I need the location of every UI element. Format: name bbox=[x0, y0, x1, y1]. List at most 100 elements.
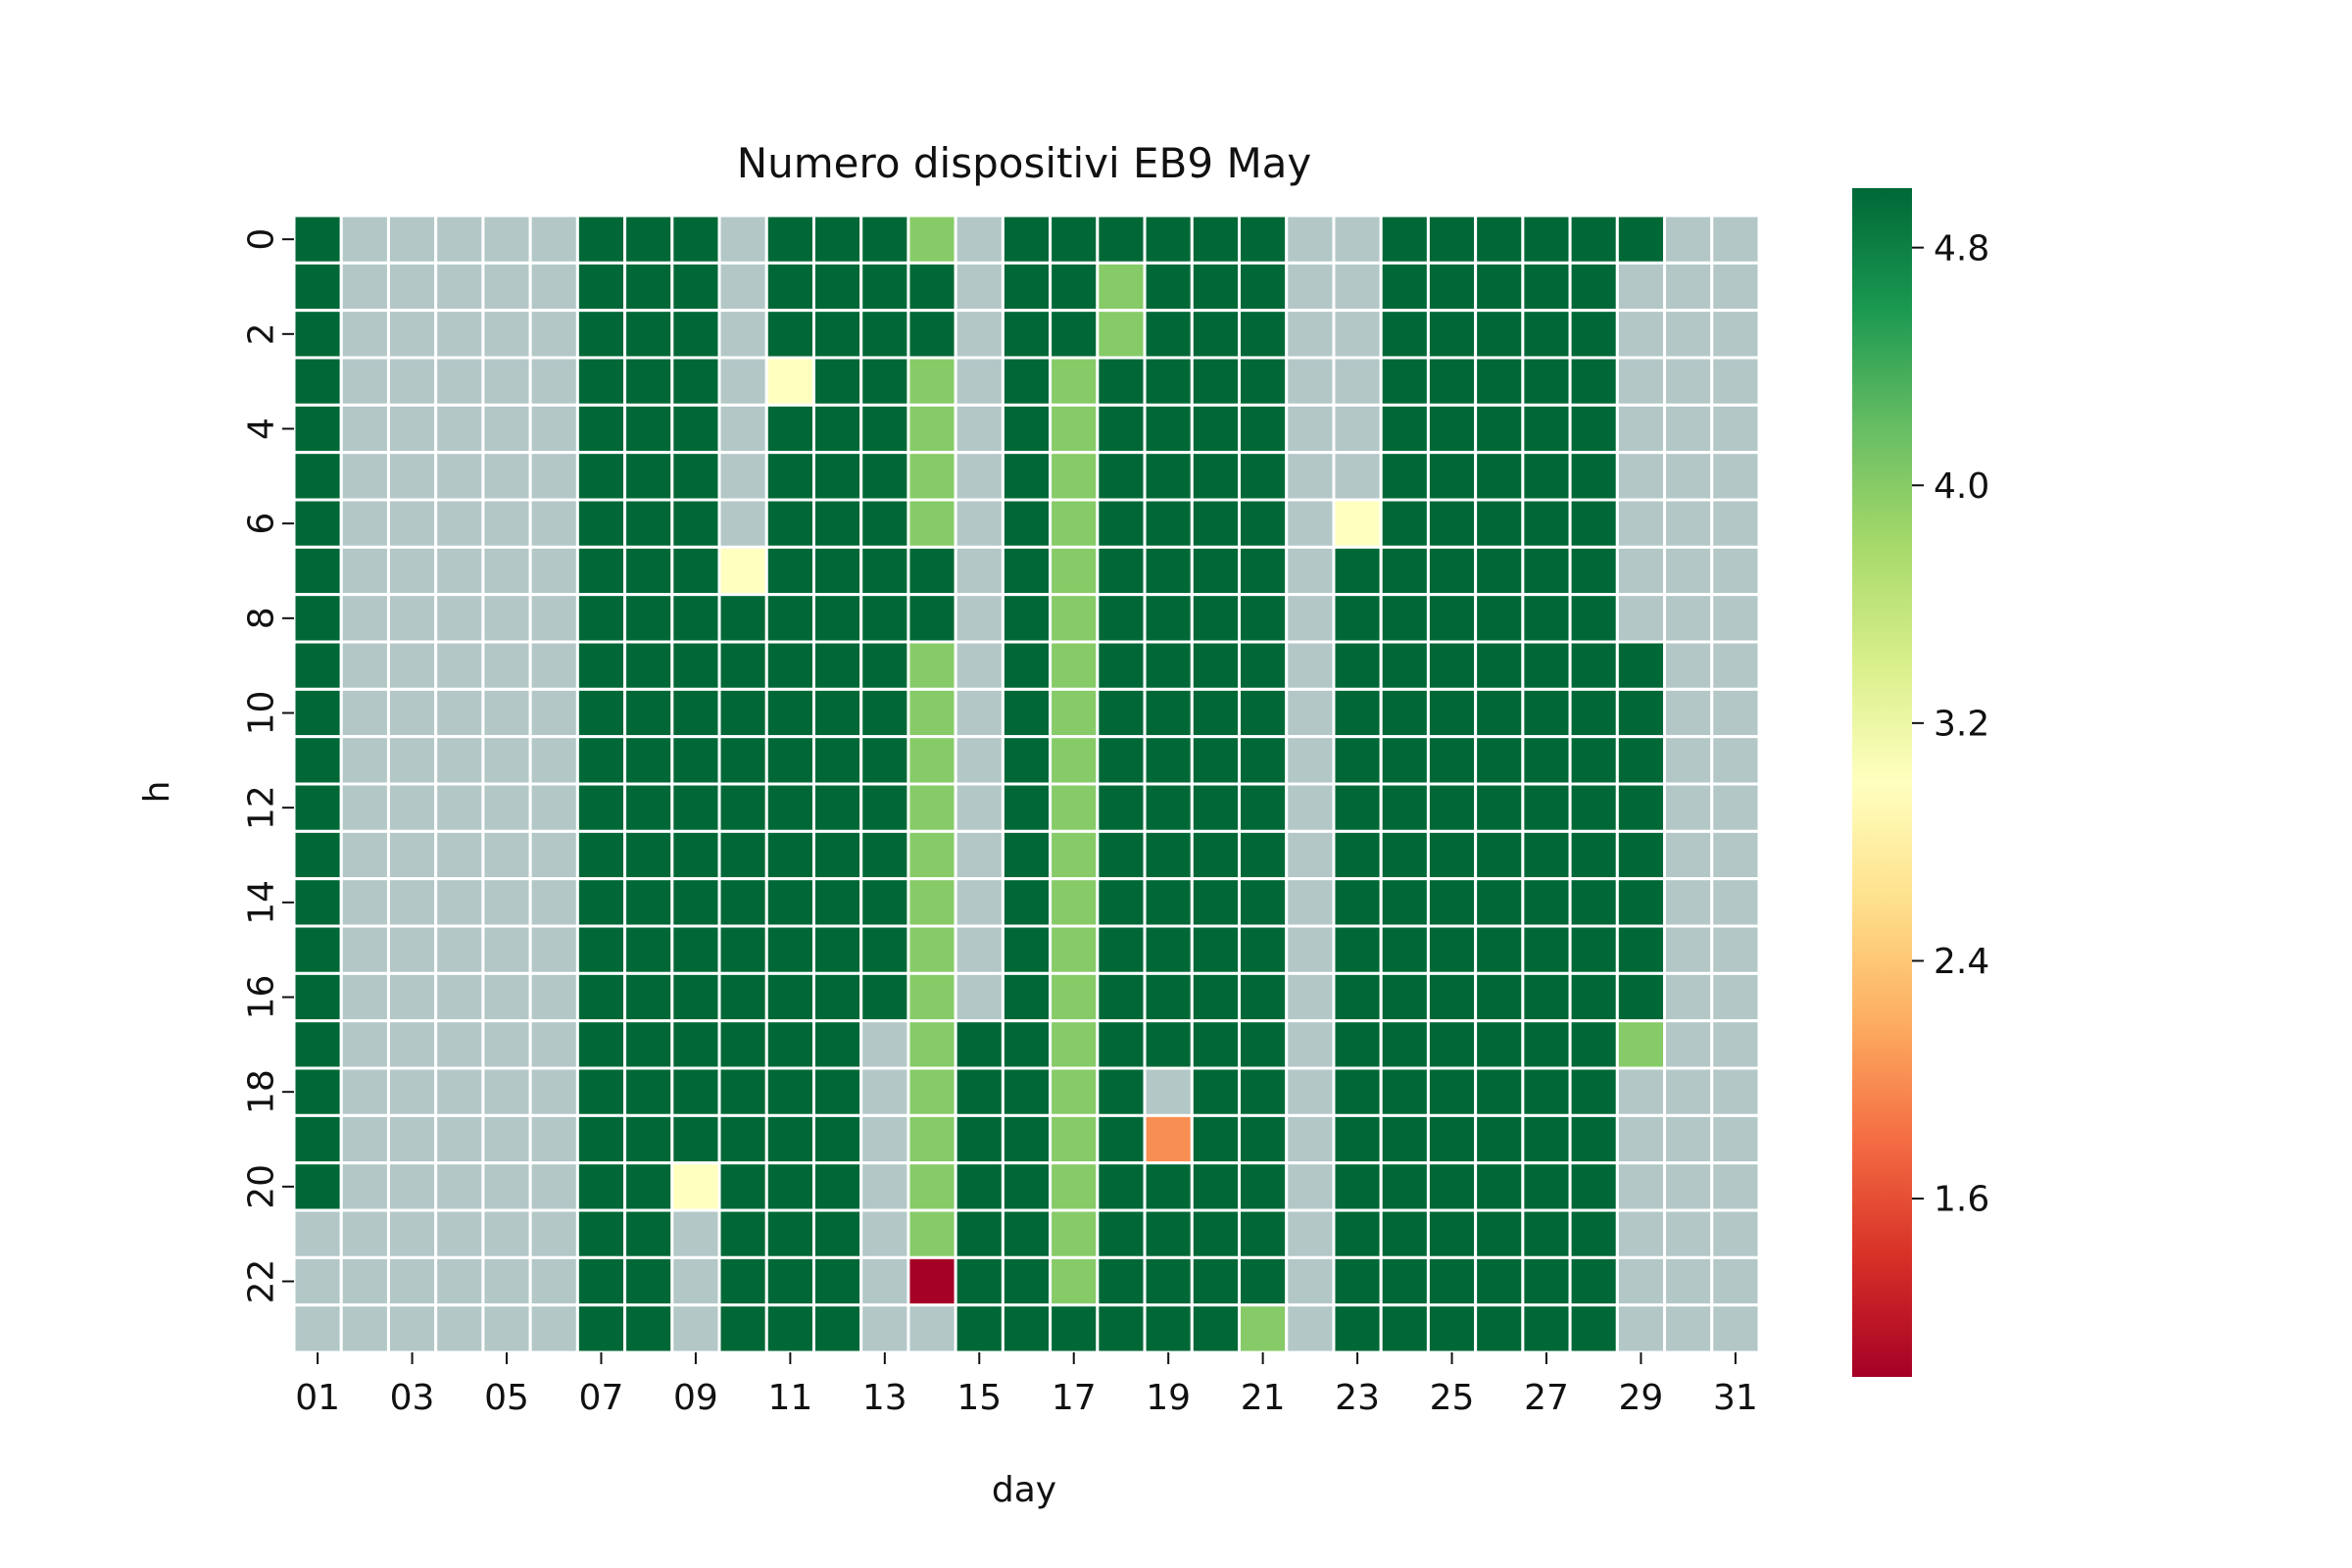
heatmap-cell bbox=[1710, 1208, 1761, 1259]
heatmap-cell bbox=[1521, 451, 1572, 502]
heatmap-cell bbox=[859, 877, 910, 928]
heatmap-cell bbox=[623, 1066, 674, 1117]
heatmap-cell bbox=[1710, 1303, 1761, 1354]
heatmap-cell bbox=[1332, 829, 1383, 881]
heatmap-cell bbox=[1049, 971, 1100, 1023]
heatmap-cell bbox=[670, 356, 721, 407]
heatmap-cell bbox=[292, 1066, 343, 1117]
heatmap-cell bbox=[1285, 640, 1336, 691]
heatmap-cell bbox=[1190, 877, 1242, 928]
heatmap-cell bbox=[481, 640, 532, 691]
heatmap-cell bbox=[1426, 1303, 1478, 1354]
heatmap-cell bbox=[1379, 924, 1430, 975]
heatmap-cell bbox=[1615, 829, 1667, 881]
heatmap-cell bbox=[1521, 545, 1572, 597]
heatmap-cell bbox=[811, 735, 863, 786]
heatmap-cell bbox=[1332, 687, 1383, 739]
x-tick-label: 23 bbox=[1335, 1378, 1380, 1418]
heatmap-cell bbox=[1521, 1019, 1572, 1070]
heatmap-cell bbox=[1710, 309, 1761, 360]
heatmap-cell bbox=[481, 1255, 532, 1307]
heatmap-cell bbox=[434, 1255, 485, 1307]
heatmap-cell bbox=[954, 971, 1004, 1023]
heatmap-cell bbox=[623, 261, 674, 313]
heatmap-cell bbox=[339, 1066, 390, 1117]
heatmap-cell bbox=[764, 1303, 815, 1354]
heatmap-cell bbox=[1096, 1255, 1147, 1307]
heatmap-cell bbox=[1568, 829, 1619, 881]
heatmap-cell bbox=[292, 451, 343, 502]
x-tick-label: 15 bbox=[956, 1378, 1002, 1418]
heatmap-cell bbox=[1238, 735, 1289, 786]
heatmap-cell bbox=[1379, 735, 1430, 786]
heatmap-cell bbox=[1568, 735, 1619, 786]
heatmap-cell bbox=[1615, 451, 1667, 502]
heatmap-cell bbox=[1238, 1208, 1289, 1259]
heatmap-cell bbox=[481, 1066, 532, 1117]
heatmap-cell bbox=[292, 924, 343, 975]
heatmap-cell bbox=[1710, 1019, 1761, 1070]
heatmap-cell bbox=[906, 735, 957, 786]
heatmap-cell bbox=[764, 593, 815, 644]
heatmap-cell bbox=[292, 309, 343, 360]
heatmap-cell bbox=[1663, 1113, 1714, 1165]
heatmap-cell bbox=[764, 498, 815, 549]
heatmap-cell bbox=[954, 1113, 1004, 1165]
heatmap-cell bbox=[1332, 1113, 1383, 1165]
heatmap-cell bbox=[528, 214, 579, 265]
heatmap-cell bbox=[1285, 687, 1336, 739]
heatmap-cell bbox=[1285, 971, 1336, 1023]
heatmap-cell bbox=[859, 356, 910, 407]
heatmap-cell bbox=[1474, 924, 1525, 975]
heatmap-cell bbox=[1521, 214, 1572, 265]
heatmap-cell bbox=[954, 687, 1004, 739]
heatmap-cell bbox=[954, 356, 1004, 407]
heatmap-cell bbox=[575, 356, 627, 407]
heatmap-cell bbox=[528, 735, 579, 786]
y-axis-ticks: 0 2 4 6 8 10 12 14 16 18 20 22 bbox=[242, 228, 294, 1303]
heatmap-cell bbox=[434, 309, 485, 360]
heatmap-cell bbox=[1568, 261, 1619, 313]
heatmap-cell bbox=[670, 640, 721, 691]
heatmap-cell bbox=[1049, 1019, 1100, 1070]
heatmap-cell bbox=[1190, 640, 1242, 691]
heatmap-cell bbox=[764, 924, 815, 975]
heatmap-cell bbox=[575, 1303, 627, 1354]
heatmap-cell bbox=[954, 1019, 1004, 1070]
heatmap-cell bbox=[1474, 829, 1525, 881]
heatmap-cell bbox=[1426, 735, 1478, 786]
heatmap-cell bbox=[1568, 687, 1619, 739]
heatmap-cell bbox=[906, 214, 957, 265]
chart-title: Numero dispositivi EB9 May bbox=[737, 139, 1312, 187]
heatmap-cell bbox=[1474, 782, 1525, 833]
heatmap-cell bbox=[528, 545, 579, 597]
heatmap-cell bbox=[1143, 924, 1194, 975]
y-tick-label: 4 bbox=[242, 417, 282, 440]
heatmap-cell bbox=[1238, 924, 1289, 975]
heatmap-cell bbox=[1001, 1208, 1053, 1259]
heatmap-cell bbox=[1332, 1255, 1383, 1307]
heatmap-cell bbox=[528, 877, 579, 928]
heatmap-cell bbox=[292, 214, 343, 265]
heatmap-cell bbox=[1568, 451, 1619, 502]
heatmap-cell bbox=[575, 214, 627, 265]
heatmap-cell bbox=[1426, 1255, 1478, 1307]
heatmap-cell bbox=[859, 1113, 910, 1165]
heatmap-cell bbox=[906, 1161, 957, 1212]
heatmap-cell bbox=[1379, 640, 1430, 691]
heatmap-cell bbox=[1663, 735, 1714, 786]
heatmap-cell bbox=[292, 735, 343, 786]
heatmap-cell bbox=[1474, 261, 1525, 313]
heatmap-cell bbox=[1190, 829, 1242, 881]
heatmap-cell bbox=[1474, 1255, 1525, 1307]
heatmap-cell bbox=[1096, 924, 1147, 975]
heatmap-cell bbox=[1379, 687, 1430, 739]
heatmap-cell bbox=[1143, 356, 1194, 407]
heatmap-cell bbox=[1332, 735, 1383, 786]
heatmap-cell bbox=[717, 1208, 768, 1259]
heatmap-cell bbox=[1710, 498, 1761, 549]
heatmap-cell bbox=[859, 735, 910, 786]
heatmap-cell bbox=[906, 1303, 957, 1354]
heatmap-cell bbox=[623, 1208, 674, 1259]
heatmap-cell bbox=[811, 1113, 863, 1165]
